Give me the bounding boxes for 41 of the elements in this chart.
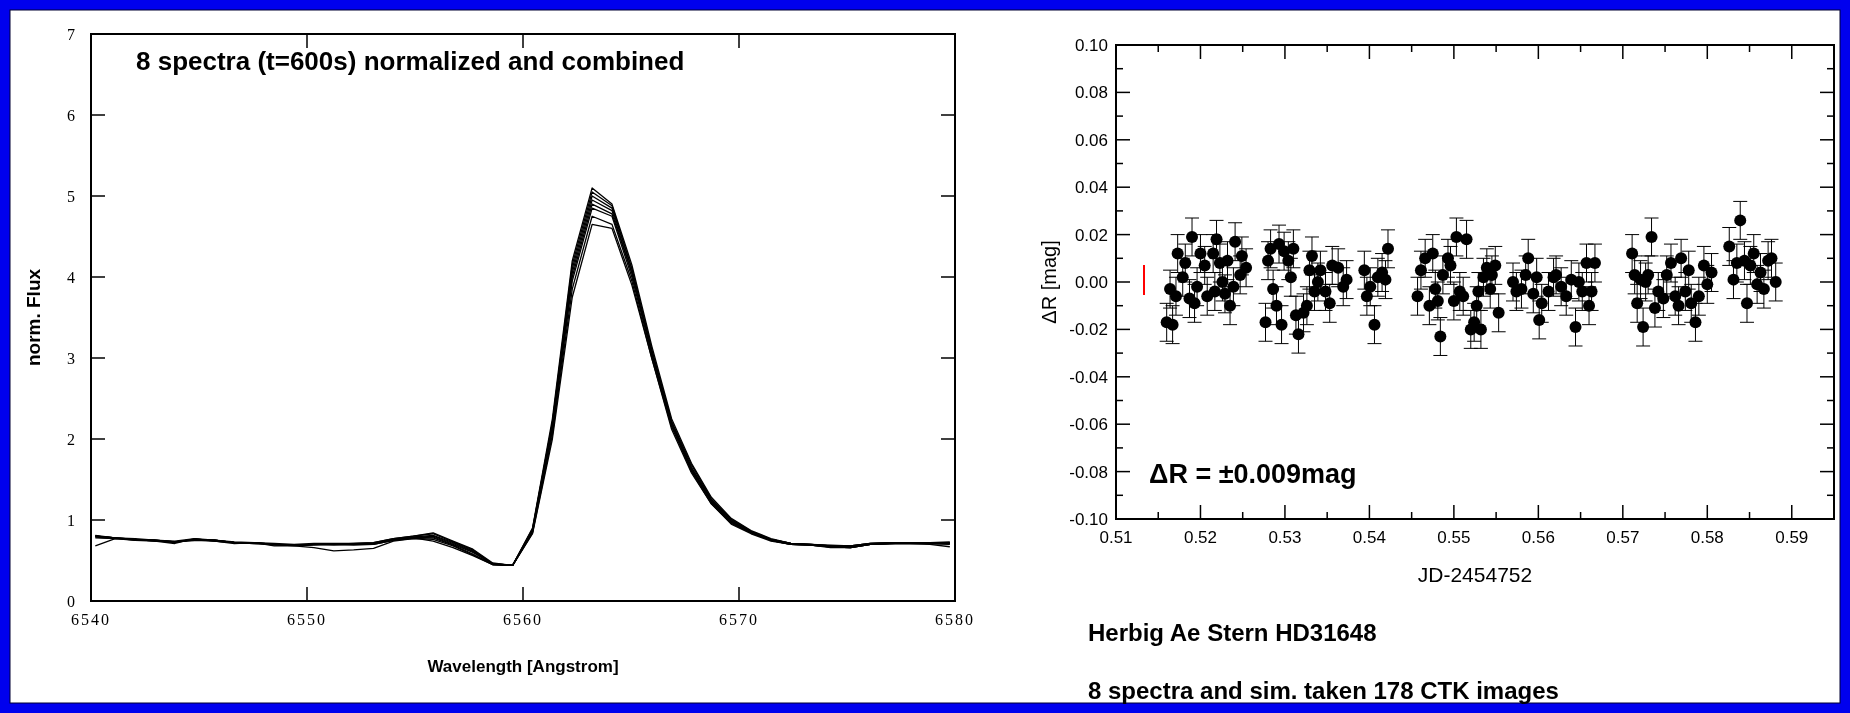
x-tick-label: 6550	[287, 611, 327, 628]
y-tick-label: 1	[67, 512, 75, 529]
x-axis-title: Wavelength [Angstrom]	[427, 657, 619, 676]
y-tick-label: 0	[67, 593, 75, 610]
x-axis-title: JD-2454752	[1417, 563, 1533, 586]
x-tick-label: 0.57	[1606, 528, 1640, 547]
y-tick-label: 0.04	[1074, 178, 1108, 198]
text: Herbig Ae Stern HD31648	[1088, 619, 1377, 646]
y-tick-label: -0.02	[1069, 320, 1108, 340]
y-tick-label: 3	[67, 350, 75, 367]
y-tick-label: 2	[67, 431, 75, 448]
x-tick-label: 0.55	[1437, 528, 1471, 547]
x-tick-label: 0.56	[1521, 528, 1555, 547]
x-tick-label: 0.58	[1690, 528, 1724, 547]
y-tick-label: -0.08	[1069, 462, 1108, 482]
text: 8 spectra and sim. taken 178 CTK images	[1088, 677, 1559, 704]
x-tick-label: 0.59	[1775, 528, 1809, 547]
y-tick-label: 0.06	[1074, 130, 1108, 150]
y-tick-label: -0.06	[1069, 415, 1108, 435]
x-tick-label: 6560	[503, 611, 543, 628]
x-tick-label: 0.51	[1099, 528, 1133, 547]
x-tick-label: 0.52	[1183, 528, 1218, 547]
x-tick-label: 6580	[935, 611, 975, 628]
y-tick-label: 0.02	[1074, 225, 1108, 245]
y-tick-label: 7	[67, 26, 75, 43]
y-tick-label: -0.04	[1069, 367, 1108, 387]
y-tick-label: 0.00	[1074, 273, 1108, 292]
annotation: ΔR = ±0.009mag	[1149, 459, 1357, 489]
text: 8 spectra (t=600s) normalized and combined	[136, 46, 685, 76]
y-axis-title: norm. Flux	[23, 268, 44, 367]
x-tick-label: 0.54	[1352, 528, 1386, 547]
y-tick-label: 0.10	[1074, 36, 1108, 55]
y-tick-label: 4	[67, 269, 75, 286]
y-tick-label: 0.08	[1074, 83, 1108, 103]
y-axis-title: ΔR [mag]	[1038, 240, 1060, 324]
x-tick-label: 6570	[719, 611, 759, 628]
y-tick-label: 5	[67, 188, 75, 205]
y-tick-label: -0.10	[1069, 510, 1108, 529]
x-tick-label: 0.53	[1268, 528, 1302, 547]
y-tick-label: 6	[67, 107, 75, 124]
x-tick-label: 6540	[71, 611, 111, 628]
